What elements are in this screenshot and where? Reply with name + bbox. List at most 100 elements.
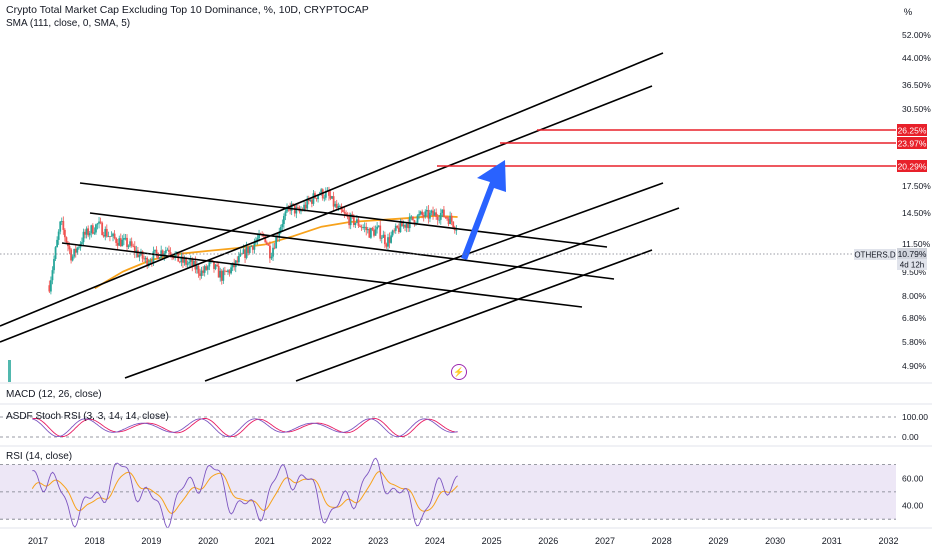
- candle-body: [73, 248, 76, 257]
- candle-body: [320, 189, 323, 195]
- candle-body: [352, 215, 355, 225]
- unit-badge[interactable]: %: [903, 7, 913, 18]
- candle-body: [237, 255, 240, 263]
- lightning-icon[interactable]: ⚡: [451, 364, 467, 380]
- rsi-label[interactable]: RSI (14, close): [6, 451, 73, 462]
- candle-body: [116, 242, 119, 246]
- time-tick-label: 2018: [85, 536, 105, 546]
- candle-body: [113, 233, 116, 239]
- candle-body: [376, 226, 379, 230]
- candle-body: [192, 260, 195, 266]
- candle-body: [354, 222, 357, 225]
- candle-body: [374, 229, 377, 236]
- price-tick-label: 5.80%: [902, 337, 927, 347]
- time-tick-label: 2025: [482, 536, 502, 546]
- macd-label[interactable]: MACD (12, 26, close): [6, 389, 102, 400]
- candle-body: [329, 195, 332, 199]
- candle-body: [281, 224, 284, 228]
- candle-body: [110, 235, 113, 237]
- candle-body: [119, 238, 122, 247]
- time-axis[interactable]: 2017 2018 2019 2020 2021 2022 2023 2024 2025 2026…: [0, 527, 932, 546]
- price-tick-label: 14.50%: [902, 208, 931, 218]
- rsi-ma-line: [31, 470, 458, 514]
- candle-body: [256, 238, 259, 241]
- symbol-badge: [854, 249, 896, 260]
- price-axis[interactable]: 52.00% 44.00% 36.50% 30.50% 26.25% 23.97% 20.2…: [854, 30, 931, 371]
- candle-body: [269, 245, 271, 259]
- candle-body: [345, 213, 347, 216]
- candle-body: [424, 211, 427, 217]
- candle-body: [283, 215, 285, 225]
- time-tick-label: 2024: [425, 536, 445, 546]
- sma-indicator-label[interactable]: SMA (111, close, 0, SMA, 5): [6, 18, 131, 29]
- candle-body: [71, 256, 74, 261]
- candle-body: [248, 246, 251, 253]
- candle-body: [270, 256, 273, 259]
- candle-body: [296, 207, 299, 209]
- candle-body: [343, 212, 346, 214]
- time-tick-label: 2023: [368, 536, 388, 546]
- price-tick-label: 8.00%: [902, 291, 927, 301]
- candle-body: [88, 233, 91, 236]
- candle-body: [435, 212, 438, 217]
- candle-body: [309, 199, 312, 201]
- candles-layer: [48, 186, 458, 295]
- candle-body: [383, 234, 386, 245]
- countdown-badge: [897, 259, 927, 270]
- candle-body: [191, 259, 194, 266]
- candle-body: [391, 230, 394, 236]
- candle-body: [411, 216, 414, 221]
- candle-body: [138, 254, 141, 258]
- candle-body: [54, 247, 57, 259]
- candle-body: [422, 215, 425, 217]
- trend-channel-line: [61, 242, 583, 308]
- candle-body: [441, 209, 444, 213]
- candle-body: [312, 193, 315, 204]
- trend-channel-line: [0, 52, 664, 327]
- candle-body: [443, 209, 445, 217]
- candle-body: [300, 210, 302, 212]
- price-tick-label: 4.90%: [902, 361, 927, 371]
- candle-body: [275, 236, 278, 249]
- candle-body: [77, 247, 80, 249]
- target-price-label: 23.97%: [898, 139, 927, 149]
- candle-body: [95, 224, 97, 233]
- candle-body: [230, 267, 232, 274]
- candle-body: [342, 210, 344, 213]
- candle-body: [447, 218, 450, 225]
- candle-body: [48, 285, 51, 292]
- price-tick-label: 17.50%: [902, 181, 931, 191]
- candle-body: [366, 229, 369, 231]
- projection-arrow: [461, 160, 506, 260]
- candle-body: [189, 259, 192, 262]
- candle-body: [76, 247, 79, 253]
- stoch-d-line: [32, 417, 458, 438]
- candle-body: [186, 263, 189, 265]
- candle-body: [91, 225, 94, 234]
- candle-body: [205, 266, 208, 270]
- candle-body: [102, 235, 105, 237]
- candle-body: [335, 203, 338, 208]
- candle-body: [206, 266, 209, 270]
- candle-body: [371, 228, 374, 230]
- candle-body: [130, 241, 133, 246]
- candle-body: [124, 237, 127, 239]
- candle-body: [416, 215, 419, 223]
- candle-body: [421, 211, 424, 216]
- candle-body: [404, 224, 406, 228]
- candle-body: [93, 232, 96, 234]
- stoch-rsi-label[interactable]: ASDF Stoch RSI (3, 3, 14, 14, close): [6, 411, 169, 422]
- candle-body: [211, 260, 214, 262]
- candle-body: [185, 258, 187, 265]
- candle-body: [199, 273, 201, 276]
- price-tick-label: 52.00%: [902, 30, 931, 40]
- candle-body: [158, 257, 161, 260]
- candle-body: [123, 238, 125, 240]
- candle-body: [133, 246, 136, 253]
- candle-body: [396, 225, 399, 228]
- candle-body: [377, 225, 380, 227]
- candle-body: [303, 204, 306, 211]
- candle-body: [432, 210, 434, 216]
- candle-body: [438, 219, 441, 221]
